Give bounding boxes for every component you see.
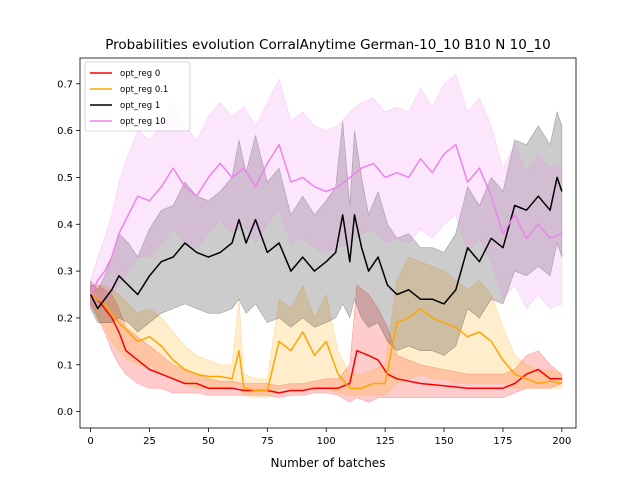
series-3-line xyxy=(89,143,563,295)
x-tick-label: 200 xyxy=(552,436,571,447)
y-tick-label: 0.0 xyxy=(57,407,73,418)
y-tick-label: 0.6 xyxy=(57,126,73,137)
x-tick-label: 175 xyxy=(493,436,512,447)
x-tick-label: 125 xyxy=(376,436,395,447)
x-tick-label: 0 xyxy=(87,436,93,447)
legend-label-0: opt_reg 0 xyxy=(120,69,160,79)
legend: opt_reg 0 opt_reg 0.1 opt_reg 1 opt_reg 10 xyxy=(84,61,191,132)
legend-label-3: opt_reg 10 xyxy=(120,117,166,127)
y-tick-label: 0.2 xyxy=(57,313,73,324)
x-tick-label: 50 xyxy=(202,436,215,447)
y-tick-label: 0.3 xyxy=(57,267,73,278)
x-axis-label: Number of batches xyxy=(271,456,386,470)
series-1-line xyxy=(90,293,563,392)
y-tick-label: 0.4 xyxy=(57,220,73,231)
x-tick-label: 75 xyxy=(261,436,274,447)
y-tick-label: 0.5 xyxy=(57,173,73,184)
series-0-line xyxy=(90,293,562,394)
y-axis-ticks: 0.0 0.1 0.2 0.3 0.4 0.5 0.6 0.7 xyxy=(57,79,80,418)
x-tick-label: 100 xyxy=(317,436,336,447)
x-axis-ticks: 0 25 50 75 100 125 150 175 200 xyxy=(87,428,571,447)
plot-frame xyxy=(79,57,577,429)
legend-label-2: opt_reg 1 xyxy=(120,101,160,111)
legend-items: opt_reg 0 opt_reg 0.1 opt_reg 1 opt_reg 10 xyxy=(90,69,168,127)
series-2-line xyxy=(89,176,563,310)
legend-label-1: opt_reg 0.1 xyxy=(120,85,168,95)
series-lines xyxy=(89,143,563,394)
y-tick-label: 0.1 xyxy=(57,360,73,371)
x-tick-label: 150 xyxy=(435,436,454,447)
legend-box xyxy=(84,61,191,132)
x-tick-label: 25 xyxy=(143,436,156,447)
y-tick-label: 0.7 xyxy=(57,79,73,90)
chart-title: Probabilities evolution CorralAnytime Ge… xyxy=(105,37,550,53)
